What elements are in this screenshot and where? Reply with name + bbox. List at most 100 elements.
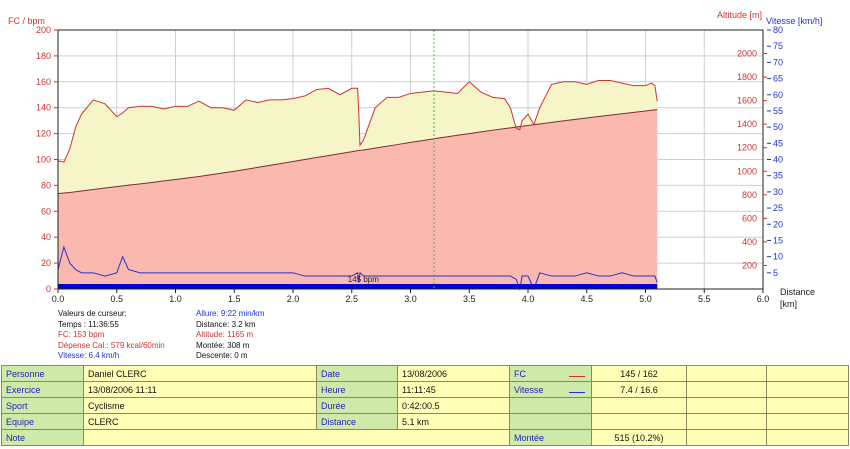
left-y-tick-label: 180 bbox=[36, 51, 51, 61]
altitude-tick-label: 1800 bbox=[737, 72, 757, 82]
altitude-tick-label: 1200 bbox=[737, 143, 757, 153]
x-tick-label: 1.5 bbox=[228, 294, 241, 304]
time-value: 11:11:45 bbox=[397, 381, 510, 398]
cursor-speed: Vitesse: 6.4 km/h bbox=[58, 351, 120, 360]
x-tick-label: 0.0 bbox=[52, 294, 65, 304]
table-row: Note Montée 515 (10.2%) bbox=[1, 429, 849, 446]
session-info-table: Personne Daniel CLERC Date 13/08/2006 FC… bbox=[1, 365, 849, 446]
altitude-area bbox=[58, 109, 658, 289]
person-value: Daniel CLERC bbox=[83, 365, 317, 382]
distance-value: 5.1 km bbox=[397, 413, 510, 430]
cursor-climb: Montée: 308 m bbox=[196, 340, 250, 350]
left-y-tick-label: 140 bbox=[36, 103, 51, 113]
sport-label: Sport bbox=[1, 397, 84, 414]
distance-baseline-bar bbox=[58, 284, 658, 289]
speed-tick-label: 25 bbox=[773, 203, 783, 213]
x-axis-unit: [km] bbox=[780, 299, 797, 309]
speed-axis-title: Vitesse [km/h] bbox=[766, 16, 822, 26]
x-tick-label: 2.5 bbox=[345, 294, 358, 304]
note-value[interactable] bbox=[83, 429, 510, 446]
speed-tick-label: 45 bbox=[773, 138, 783, 148]
left-y-tick-label: 100 bbox=[36, 155, 51, 165]
x-tick-label: 4.5 bbox=[580, 294, 593, 304]
cursor-time: Temps : 11:36:55 bbox=[58, 319, 119, 329]
speed-tick-label: 60 bbox=[773, 90, 783, 100]
x-tick-label: 1.0 bbox=[169, 294, 182, 304]
x-tick-label: 0.5 bbox=[110, 294, 123, 304]
speed-label-cell: Vitesse bbox=[509, 381, 592, 398]
speed-tick-label: 80 bbox=[773, 25, 783, 35]
speed-tick-label: 20 bbox=[773, 219, 783, 229]
empty-cell bbox=[686, 413, 767, 430]
cursor-heart-rate: FC: 153 bpm bbox=[58, 330, 105, 339]
altitude-line bbox=[57, 109, 658, 195]
fc-label: FC bbox=[514, 368, 526, 379]
cursor-values-left: Valeurs de curseur: Temps : 11:36:55 FC:… bbox=[58, 309, 165, 362]
speed-tick-label: 35 bbox=[773, 171, 783, 181]
person-label: Personne bbox=[1, 365, 84, 382]
empty-cell bbox=[591, 413, 687, 430]
duration-label: Durée bbox=[316, 397, 398, 414]
date-value: 13/08/2006 bbox=[397, 365, 510, 382]
x-tick-label: 5.5 bbox=[698, 294, 711, 304]
x-tick-label: 4.0 bbox=[522, 294, 535, 304]
speed-tick-label: 40 bbox=[773, 155, 783, 165]
empty-cell bbox=[766, 381, 849, 398]
time-label: Heure bbox=[316, 381, 398, 398]
cursor-descent: Descente: 0 m bbox=[196, 351, 248, 360]
duration-value: 0:42:00.5 bbox=[397, 397, 510, 414]
left-y-tick-label: 120 bbox=[36, 129, 51, 139]
sport-value: Cyclisme bbox=[83, 397, 317, 414]
altitude-tick-label: 600 bbox=[742, 213, 757, 223]
cursor-values-right: Allure: 9:22 min/km Distance: 3.2 km Alt… bbox=[196, 309, 264, 362]
speed-legend-line bbox=[569, 391, 585, 393]
left-y-tick-label: 40 bbox=[41, 232, 51, 242]
cursor-calories: Dépense Cal.: 579 kcal/60min bbox=[58, 340, 165, 350]
left-y-tick-label: 60 bbox=[41, 206, 51, 216]
team-label: Equipe bbox=[1, 413, 84, 430]
speed-tick-label: 10 bbox=[773, 252, 783, 262]
annotation-label: 145 bpm bbox=[348, 275, 379, 284]
altitude-tick-label: 200 bbox=[742, 260, 757, 270]
altitude-tick-label: 2000 bbox=[737, 49, 757, 59]
left-axis-title: FC / bpm bbox=[8, 16, 45, 26]
table-row: Sport Cyclisme Durée 0:42:00.5 bbox=[1, 397, 849, 414]
cursor-distance: Distance: 3.2 km bbox=[196, 319, 256, 329]
x-tick-label: 3.0 bbox=[404, 294, 417, 304]
left-y-tick-label: 160 bbox=[36, 77, 51, 87]
cursor-altitude: Altitude: 1165 m bbox=[196, 330, 254, 339]
speed-tick-label: 15 bbox=[773, 235, 783, 245]
left-y-tick-label: 20 bbox=[41, 258, 51, 268]
empty-cell bbox=[686, 429, 767, 446]
x-axis-title: Distance bbox=[780, 287, 815, 297]
speed-label: Vitesse bbox=[514, 384, 544, 395]
altitude-tick-label: 800 bbox=[742, 190, 757, 200]
empty-cell bbox=[766, 397, 849, 414]
x-tick-label: 5.0 bbox=[639, 294, 652, 304]
heart-rate-altitude-speed-chart[interactable]: 145 bpm 0.0 0.5 1.0 1.5 2.0 2.5 3.0 3.5 4.0 4.5 5.… bbox=[0, 0, 850, 362]
empty-cell bbox=[686, 381, 767, 398]
date-label: Date bbox=[316, 365, 398, 382]
speed-tick-label: 50 bbox=[773, 122, 783, 132]
x-tick-label: 3.5 bbox=[463, 294, 476, 304]
speed-tick-label: 65 bbox=[773, 74, 783, 84]
distance-label: Distance bbox=[316, 413, 398, 430]
fc-legend-line bbox=[569, 375, 585, 377]
cursor-title: Valeurs de curseur: bbox=[58, 309, 127, 318]
empty-cell bbox=[509, 413, 592, 430]
speed-tick-label: 5 bbox=[773, 268, 778, 278]
altitude-tick-label: 400 bbox=[742, 237, 757, 247]
table-row: Equipe CLERC Distance 5.1 km bbox=[1, 413, 849, 430]
altitude-axis-title: Altitude [m] bbox=[717, 10, 762, 20]
empty-cell bbox=[686, 365, 767, 382]
fc-label-cell: FC bbox=[509, 365, 592, 382]
note-label: Note bbox=[1, 429, 84, 446]
climb-label: Montée bbox=[509, 429, 592, 446]
empty-cell bbox=[509, 397, 592, 414]
empty-cell bbox=[686, 397, 767, 414]
speed-line bbox=[57, 245, 658, 291]
speed-value: 7.4 / 16.6 bbox=[591, 381, 687, 398]
climb-value: 515 (10.2%) bbox=[591, 429, 687, 446]
speed-tick-label: 30 bbox=[773, 187, 783, 197]
altitude-tick-label: 1000 bbox=[737, 166, 757, 176]
